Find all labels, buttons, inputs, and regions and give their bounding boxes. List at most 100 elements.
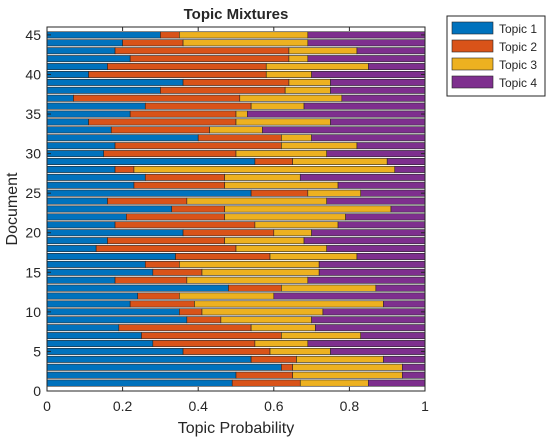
bar-doc-20-topic-3	[273, 229, 312, 237]
bar-doc-34-topic-2	[88, 118, 237, 126]
bar-doc-3-topic-1	[46, 363, 282, 371]
bar-doc-19-topic-4	[303, 237, 426, 245]
bar-doc-33-topic-1	[46, 126, 112, 134]
bar-doc-13-topic-2	[228, 284, 282, 292]
bar-doc-14-topic-2	[114, 276, 188, 284]
bar-doc-33-topic-4	[262, 126, 426, 134]
bar-doc-5-topic-4	[330, 347, 426, 355]
bar-doc-31-topic-3	[281, 142, 358, 150]
bar-doc-36-topic-3	[250, 102, 305, 110]
y-tick-label: 35	[25, 106, 41, 122]
bar-doc-1-topic-1	[46, 379, 233, 387]
bar-doc-7-topic-4	[360, 332, 426, 340]
bar-doc-44-topic-2	[122, 39, 184, 47]
chart-title: Topic Mixtures	[184, 6, 289, 23]
bar-doc-29-topic-4	[386, 158, 426, 165]
bar-doc-22-topic-4	[345, 213, 426, 221]
bar-doc-32-topic-4	[311, 134, 426, 142]
bar-doc-42-topic-3	[288, 55, 309, 63]
x-tick-label: 0.8	[340, 398, 360, 414]
legend-label-topic-1: Topic 1	[499, 22, 537, 36]
bar-doc-15-topic-4	[318, 268, 426, 276]
bar-doc-28-topic-4	[394, 165, 426, 173]
bar-doc-14-topic-1	[46, 276, 116, 284]
y-tick-label: 40	[25, 66, 41, 82]
bar-doc-36-topic-1	[46, 102, 146, 110]
bar-doc-39-topic-3	[288, 78, 331, 86]
bar-doc-40-topic-4	[311, 71, 426, 78]
bar-doc-4-topic-3	[296, 355, 384, 363]
bar-doc-21-topic-1	[46, 221, 116, 229]
y-axis: 0 5 10 15 20 25 30 35 40 45	[25, 27, 425, 399]
bar-doc-8-topic-3	[250, 324, 316, 332]
bar-doc-36-topic-2	[144, 102, 252, 110]
bar-doc-37-topic-4	[341, 94, 426, 102]
bar-doc-30-topic-1	[46, 150, 105, 158]
bar-doc-4-topic-1	[46, 355, 252, 363]
bar-doc-32-topic-2	[197, 134, 282, 142]
bar-doc-10-topic-1	[46, 308, 180, 316]
bar-doc-1-topic-3	[299, 379, 369, 387]
bar-doc-6-topic-3	[254, 340, 309, 347]
bar-doc-35-topic-4	[247, 110, 426, 118]
bar-doc-44-topic-4	[307, 39, 426, 47]
bar-doc-13-topic-4	[375, 284, 426, 292]
bar-doc-6-topic-2	[152, 340, 256, 347]
bar-doc-43-topic-2	[114, 47, 290, 55]
bar-doc-11-topic-1	[46, 300, 131, 308]
bar-doc-30-topic-3	[235, 150, 328, 158]
bar-doc-7-topic-1	[46, 332, 142, 340]
bar-doc-32-topic-3	[281, 134, 312, 142]
bar-doc-19-topic-2	[107, 237, 225, 245]
bar-doc-5-topic-1	[46, 347, 184, 355]
x-tick-label: 0.6	[264, 398, 284, 414]
bar-doc-42-topic-2	[129, 55, 290, 63]
bar-doc-40-topic-1	[46, 71, 89, 78]
bar-doc-12-topic-3	[179, 292, 275, 300]
bar-doc-26-topic-4	[337, 181, 426, 189]
bar-doc-41-topic-1	[46, 63, 108, 71]
bar-doc-44-topic-3	[182, 39, 309, 47]
bar-doc-26-topic-1	[46, 181, 135, 189]
x-tick-label: 0.2	[113, 398, 133, 414]
bar-doc-38-topic-3	[284, 86, 331, 94]
y-tick-label: 0	[33, 383, 41, 399]
bar-doc-16-topic-4	[318, 260, 426, 268]
bar-doc-18-topic-1	[46, 245, 97, 253]
bar-doc-33-topic-3	[209, 126, 263, 134]
bar-doc-43-topic-3	[288, 47, 358, 55]
bar-doc-33-topic-2	[110, 126, 210, 134]
bar-doc-4-topic-2	[250, 355, 297, 363]
bar-doc-16-topic-3	[179, 260, 320, 268]
bar-doc-8-topic-2	[118, 324, 252, 332]
bar-doc-1-topic-2	[231, 379, 301, 387]
y-axis-label: Document	[4, 172, 21, 245]
bar-doc-25-topic-2	[250, 189, 309, 197]
bar-doc-15-topic-3	[201, 268, 320, 276]
bar-doc-40-topic-3	[265, 71, 312, 78]
bar-doc-12-topic-2	[137, 292, 180, 300]
bar-doc-29-topic-3	[292, 158, 388, 165]
bar-doc-13-topic-3	[281, 284, 377, 292]
bar-doc-42-topic-4	[307, 55, 426, 63]
bar-doc-9-topic-3	[220, 316, 312, 324]
bar-doc-35-topic-3	[235, 110, 248, 118]
bar-doc-6-topic-4	[307, 340, 426, 347]
y-tick-label: 10	[25, 304, 41, 320]
bar-doc-10-topic-3	[201, 308, 324, 316]
bar-doc-9-topic-4	[311, 316, 426, 324]
bar-doc-17-topic-4	[356, 253, 426, 260]
bar-doc-23-topic-1	[46, 205, 173, 213]
bar-doc-5-topic-2	[182, 347, 271, 355]
bar-doc-21-topic-4	[337, 221, 426, 229]
bars-layer	[46, 31, 426, 387]
bar-doc-35-topic-1	[46, 110, 131, 118]
bar-doc-5-topic-3	[269, 347, 331, 355]
legend-label-topic-3: Topic 3	[499, 58, 537, 72]
bar-doc-26-topic-3	[224, 181, 339, 189]
bar-doc-42-topic-1	[46, 55, 131, 63]
bar-doc-8-topic-1	[46, 324, 120, 332]
bar-doc-43-topic-1	[46, 47, 116, 55]
bar-doc-23-topic-4	[390, 205, 426, 213]
